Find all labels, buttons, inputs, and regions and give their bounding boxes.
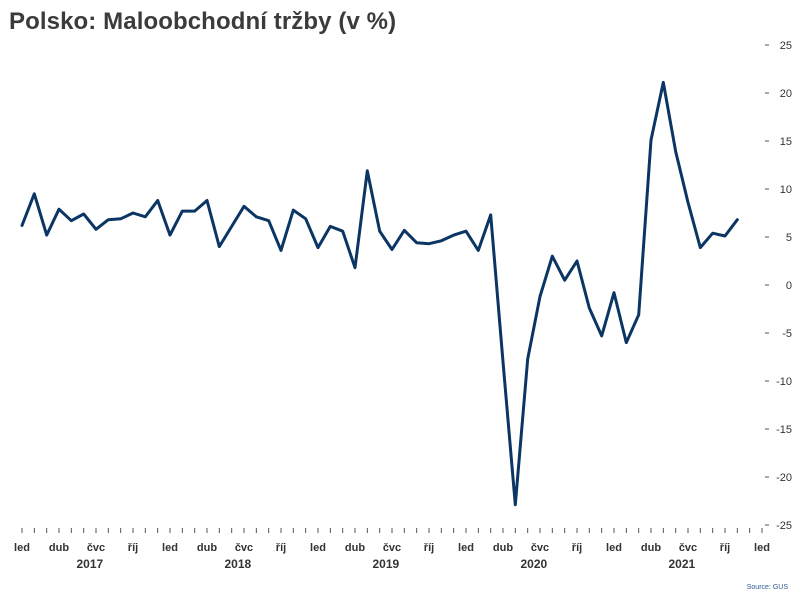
x-month-label: čvc xyxy=(679,542,697,554)
x-month-label: led xyxy=(162,542,178,554)
x-month-label: čvc xyxy=(531,542,549,554)
x-month-label: čvc xyxy=(235,542,253,554)
x-year-label: 2021 xyxy=(668,557,695,571)
y-tick-label: 10 xyxy=(780,184,792,196)
y-tick-label: 25 xyxy=(780,40,792,52)
x-year-label: 2017 xyxy=(76,557,103,571)
x-month-label: říj xyxy=(128,542,138,554)
x-month-label: led xyxy=(310,542,326,554)
x-month-label: říj xyxy=(276,542,286,554)
x-month-label: led xyxy=(606,542,622,554)
y-tick-label: -5 xyxy=(782,328,792,340)
y-tick-label: -10 xyxy=(776,376,792,388)
x-month-label: dub xyxy=(641,542,661,554)
y-tick-label: 0 xyxy=(786,280,792,292)
x-month-label: dub xyxy=(49,542,69,554)
y-tick-label: -15 xyxy=(776,424,792,436)
x-year-label: 2019 xyxy=(372,557,399,571)
y-tick-label: 20 xyxy=(780,88,792,100)
x-month-label: dub xyxy=(197,542,217,554)
x-month-label: čvc xyxy=(383,542,401,554)
x-month-label: led xyxy=(754,542,770,554)
x-year-label: 2018 xyxy=(224,557,251,571)
x-month-label: říj xyxy=(424,542,434,554)
x-month-label: dub xyxy=(493,542,513,554)
x-month-label: led xyxy=(458,542,474,554)
x-month-label: čvc xyxy=(87,542,105,554)
x-year-label: 2020 xyxy=(520,557,547,571)
x-month-label: dub xyxy=(345,542,365,554)
x-month-label: led xyxy=(14,542,30,554)
y-tick-label: 15 xyxy=(780,136,792,148)
x-month-label: říj xyxy=(572,542,582,554)
x-month-label: říj xyxy=(720,542,730,554)
y-tick-label: -25 xyxy=(776,520,792,532)
y-tick-label: 5 xyxy=(786,232,792,244)
retail-sales-line xyxy=(20,80,739,507)
chart-title: Polsko: Maloobchodní tržby (v %) xyxy=(9,8,397,35)
source-note: Source: GUS xyxy=(746,584,788,591)
y-tick-label: -20 xyxy=(776,472,792,484)
